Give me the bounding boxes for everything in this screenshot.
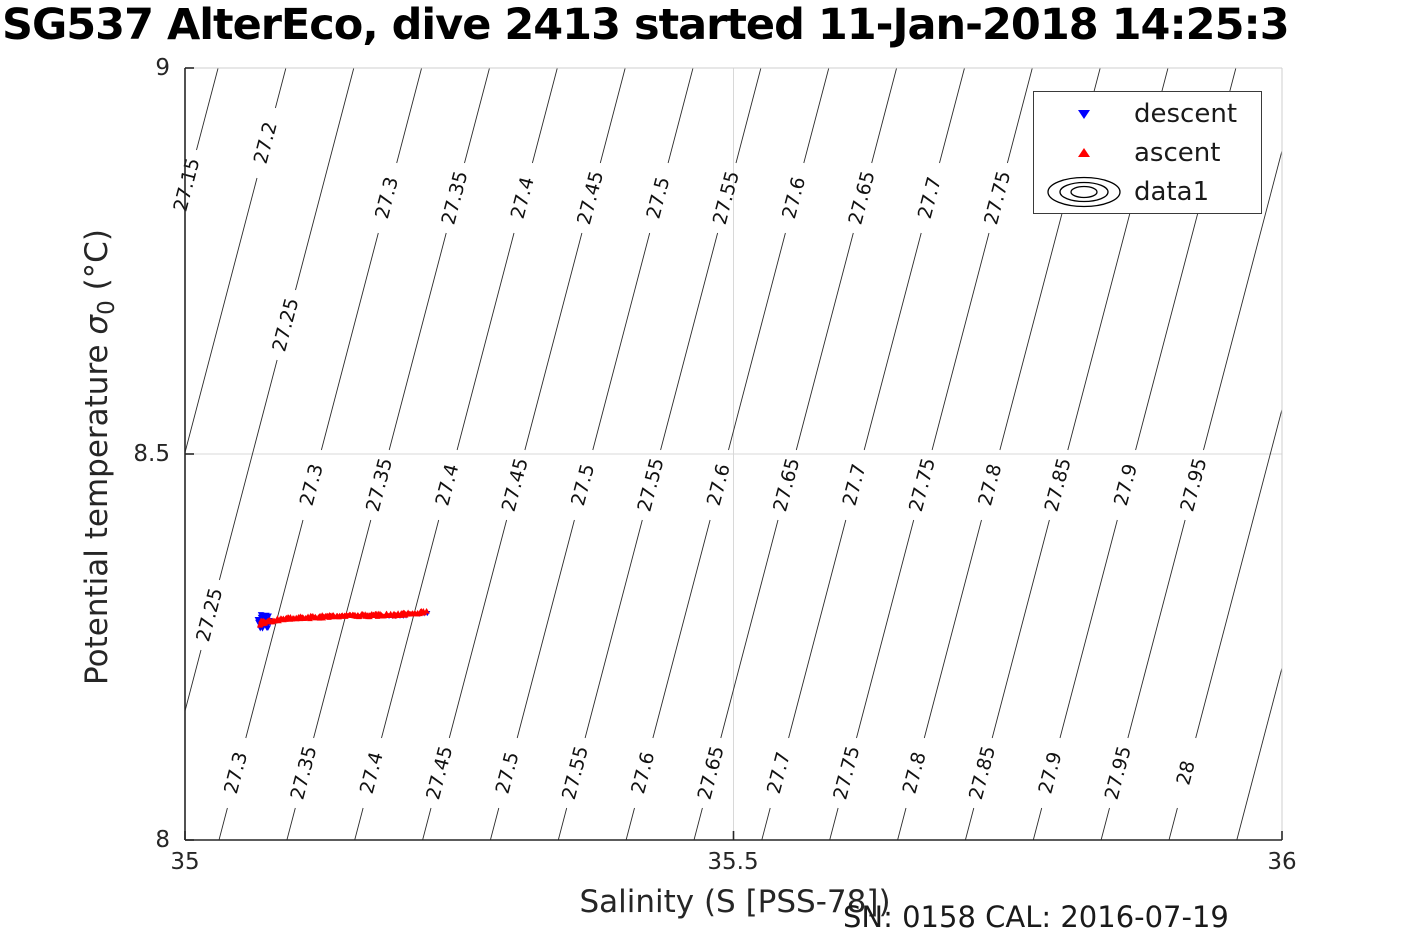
contour-label: 27.4 [431,462,463,509]
contour-line [761,67,965,841]
descent-marker [254,617,261,623]
legend: descent ascent data1 [1033,91,1262,214]
legend-label: data1 [1134,176,1210,207]
contour-label: 27.95 [1176,456,1211,514]
contour-label: 27.45 [422,744,457,802]
contour-label: 27.45 [573,169,608,227]
contour-label: 27.8 [974,462,1006,509]
contour-label: 27.85 [1041,456,1076,514]
contour-label: 27.5 [567,462,599,509]
contour-label: 27.15 [169,156,204,214]
contour-label: 27.65 [694,744,729,802]
legend-entry-data1: data1 [1034,173,1261,211]
contour-label: 27.6 [703,462,735,509]
contour-label: 27.55 [709,169,744,227]
contour-label: 27.65 [769,456,804,514]
x-tick-35-5: 35.5 [707,849,759,875]
descent-marker [263,625,270,631]
ascent-marker [261,619,268,625]
contour-label: 27.65 [844,169,879,227]
contour-label: 27.75 [980,169,1015,227]
descent-marker [261,614,268,621]
contour-line [286,67,490,841]
descent-triangle-down-icon [1034,108,1134,120]
contour-label: 27.35 [362,456,397,514]
y-axis-label: Potential temperature σ0 (°C) [79,229,120,685]
contour-line [354,67,558,841]
contour-label: 27.7 [839,462,871,509]
contour-label: 27.3 [220,750,252,797]
contour-line [1236,667,1283,841]
legend-label: ascent [1134,137,1221,168]
contour-line [218,67,423,841]
contour-line [557,67,762,841]
contour-label: 28 [1172,758,1199,787]
contour-line [184,67,355,712]
y-tick-8-5: 8.5 [133,441,170,467]
contour-line [693,67,898,841]
y-tick-9: 9 [155,55,170,81]
legend-entry-ascent: ascent [1034,134,1261,172]
contour-label: 27.4 [356,750,388,797]
contour-line [422,67,626,841]
contour-label: 27.95 [1101,744,1136,802]
x-tick-35: 35 [170,849,200,875]
contour-label: 27.25 [192,586,227,644]
contour-label: 27.6 [778,175,810,222]
contour-label: 27.35 [286,744,321,802]
contour-label: 27.75 [905,456,940,514]
contour-label: 27.5 [642,175,674,222]
sensor-calibration-note: SN: 0158 CAL: 2016-07-19 [843,900,1229,934]
ascent-marker [320,615,327,621]
contour-label: 27.6 [627,750,659,797]
contour-label: 27.45 [498,456,533,514]
y-tick-8: 8 [155,827,170,853]
contour-line [184,67,287,453]
x-tick-36: 36 [1267,849,1297,875]
contour-line [625,67,830,841]
contour-label: 27.85 [965,744,1000,802]
contour-label: 27.2 [250,120,282,167]
contour-line [1100,150,1283,841]
contour-label: 27.5 [492,750,524,797]
contour-rings-icon [1034,175,1134,209]
contour-label: 27.3 [296,462,328,509]
legend-entry-descent: descent [1034,95,1261,133]
contour-label: 27.7 [914,175,946,222]
contour-label: 27.75 [829,744,864,802]
ascent-marker [424,608,430,614]
contour-label: 27.9 [1034,750,1066,797]
contour-label: 27.7 [763,750,795,797]
contour-label: 27.9 [1110,462,1142,509]
contour-label: 27.55 [633,456,668,514]
ascent-triangle-up-icon [1034,147,1134,159]
contour-label: 27.4 [507,175,539,222]
contour-label: 27.55 [558,744,593,802]
legend-label: descent [1134,98,1238,129]
ascent-marker [257,621,264,627]
contour-label: 27.35 [437,169,472,227]
figure-title: SG537 AlterEco, dive 2413 started 11-Jan… [2,0,1290,50]
contour-line [829,67,1033,841]
contour-label: 27.25 [268,296,303,354]
contour-label: 27.8 [899,750,931,797]
descent-marker [258,612,265,619]
contour-label: 27.3 [371,175,403,222]
contour-line [489,67,694,841]
contour-line [196,67,219,151]
contour-line [1168,409,1283,841]
x-axis-label: Salinity (S [PSS-78]) [579,884,891,920]
